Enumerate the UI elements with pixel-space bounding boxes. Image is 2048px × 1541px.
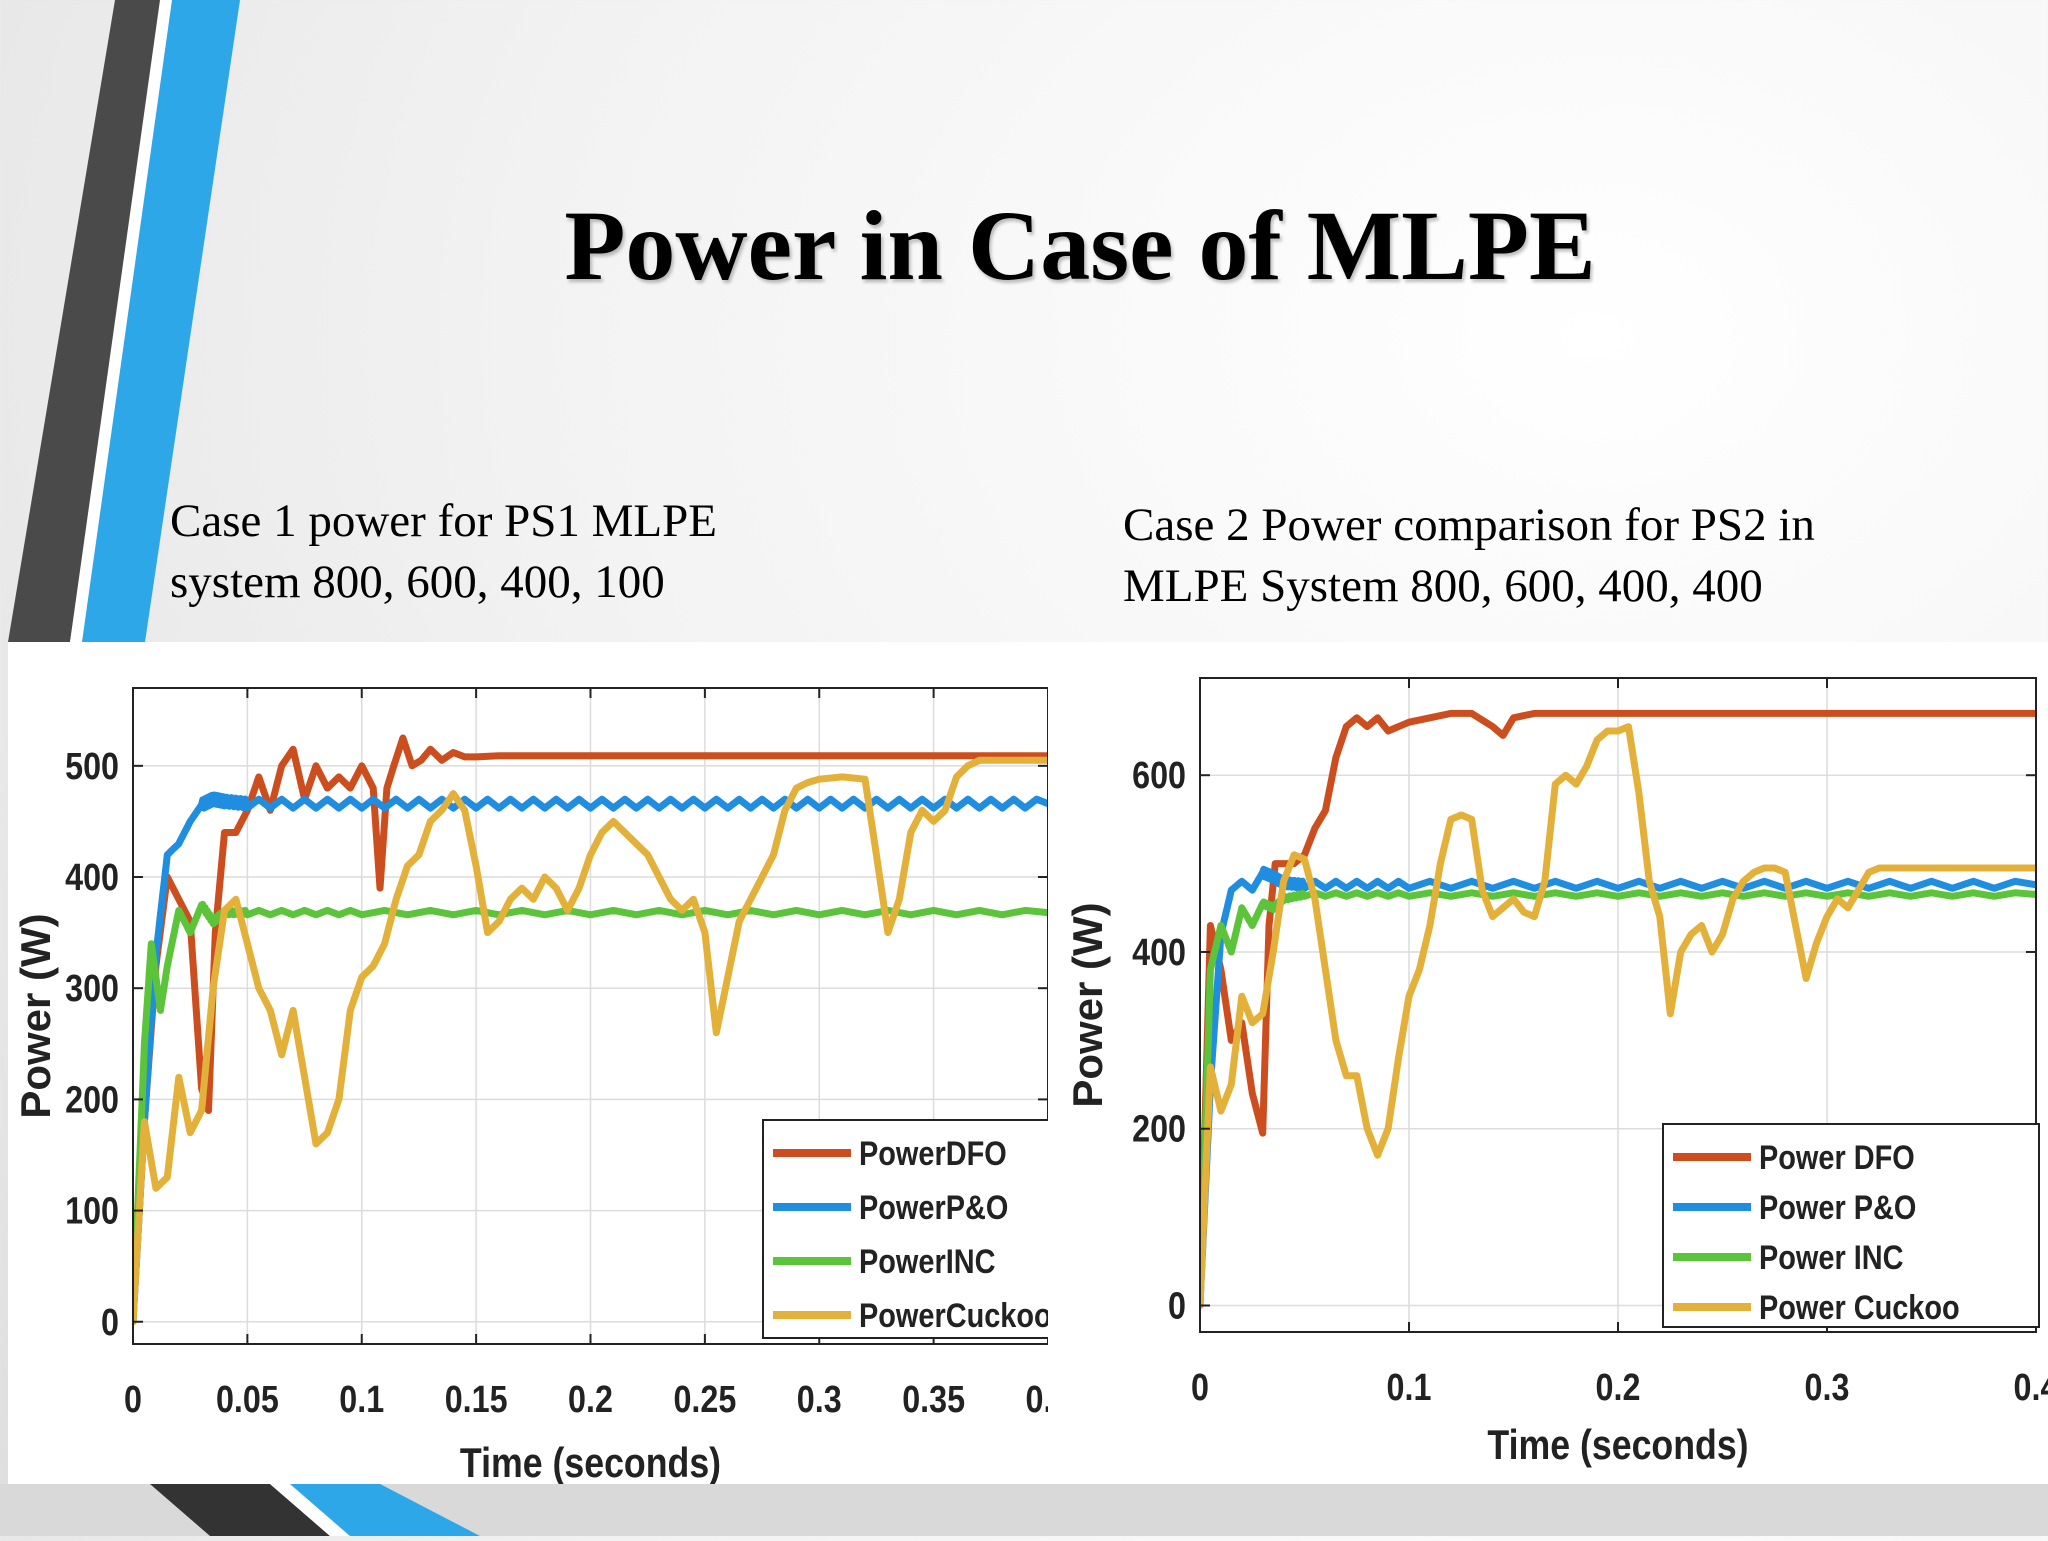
series-line-0 xyxy=(1200,709,2036,1309)
x-tick-label: 0.15 xyxy=(445,1379,508,1421)
series-lines xyxy=(133,734,1048,1326)
legend-label: Power P&O xyxy=(1759,1188,1916,1227)
legend-label: Power INC xyxy=(1759,1238,1903,1277)
caption-case-2-line-2: MLPE System 800, 600, 400, 400 xyxy=(1123,560,1763,612)
y-axis-label: Power (W) xyxy=(1064,902,1111,1107)
series-lines xyxy=(1200,709,2036,1309)
x-tick-label: 0.35 xyxy=(902,1379,965,1421)
x-axis-label: Time (seconds) xyxy=(1487,1422,1748,1468)
x-tick-label: 0.05 xyxy=(216,1379,279,1421)
footer-band xyxy=(0,1484,2048,1536)
footer-white-stripe xyxy=(270,1484,350,1536)
axis-ticks: 0 0.05 0.1 0.15 0.2 0.25 0.3 0.35 0.4 0 100 200 300 4… xyxy=(65,688,1048,1421)
caption-case-2-line-1: Case 2 Power comparison for PS2 in xyxy=(1123,499,1815,551)
chart-case-1: 0 0.05 0.1 0.15 0.2 0.25 0.3 0.35 0.4 0 100 200 300 4… xyxy=(12,687,1048,1484)
blue-stripe xyxy=(78,0,240,642)
y-tick-label: 300 xyxy=(65,968,119,1010)
chart-case-2: 0 0.1 0.2 0.3 0.4 0 200 400 600 Time (seconds) Pow… xyxy=(1064,677,2048,1469)
caption-case-1-line-1: Case 1 power for PS1 MLPE xyxy=(170,495,717,547)
footer-decoration xyxy=(150,1484,480,1536)
y-tick-label: 200 xyxy=(65,1079,119,1121)
caption-case-1: Case 1 power for PS1 MLPE system 800, 60… xyxy=(170,491,717,613)
x-tick-label: 0.3 xyxy=(797,1379,842,1421)
caption-case-2: Case 2 Power comparison for PS2 in MLPE … xyxy=(1123,495,1815,617)
series-line-2 xyxy=(1200,889,2036,1309)
x-tick-label: 0.2 xyxy=(568,1379,613,1421)
caption-case-1-line-2: system 800, 600, 400, 100 xyxy=(170,556,665,608)
y-tick-label: 500 xyxy=(65,745,119,787)
x-tick-label: 0.25 xyxy=(673,1379,736,1421)
y-tick-label: 0 xyxy=(101,1301,119,1343)
dark-stripe xyxy=(8,0,168,642)
series-line-2 xyxy=(133,900,1048,1326)
x-tick-label: 0.2 xyxy=(1596,1367,1641,1409)
y-tick-label: 400 xyxy=(65,857,119,899)
legend-label: Power Cuckoo xyxy=(1759,1288,1960,1327)
y-tick-label: 400 xyxy=(1132,932,1186,974)
x-tick-label: 0.4 xyxy=(1026,1379,1048,1421)
x-tick-label: 0.1 xyxy=(339,1379,384,1421)
slide-title: Power in Case of MLPE xyxy=(564,190,1596,301)
legend-label: PowerDFO xyxy=(859,1134,1007,1173)
series-line-3 xyxy=(1200,723,2036,1309)
y-axis-label: Power (W) xyxy=(12,913,59,1118)
y-tick-label: 0 xyxy=(1168,1285,1186,1327)
legend-label: PowerP&O xyxy=(859,1188,1008,1227)
legend-label: Power DFO xyxy=(1759,1138,1915,1177)
y-tick-label: 100 xyxy=(65,1190,119,1232)
y-tick-label: 600 xyxy=(1132,755,1186,797)
footer-blue-stripe xyxy=(290,1484,480,1536)
series-line-3 xyxy=(133,756,1048,1326)
x-axis-label: Time (seconds) xyxy=(460,1440,721,1484)
legend: PowerDFO PowerP&O PowerINC PowerCuckoo xyxy=(762,1119,1048,1339)
axis-ticks: 0 0.1 0.2 0.3 0.4 0 200 400 600 xyxy=(1132,678,2048,1409)
x-tick-label: 0 xyxy=(1191,1367,1209,1409)
y-tick-label: 200 xyxy=(1132,1108,1186,1150)
x-tick-label: 0 xyxy=(124,1379,142,1421)
x-tick-label: 0.3 xyxy=(1805,1367,1850,1409)
series-line-1 xyxy=(133,791,1048,1326)
legend-label: PowerINC xyxy=(859,1242,995,1281)
x-tick-label: 0.1 xyxy=(1387,1367,1432,1409)
x-tick-label: 0.4 xyxy=(2014,1367,2048,1409)
legend-label: PowerCuckoo xyxy=(859,1296,1048,1335)
white-stripe-gap xyxy=(70,0,172,642)
legend: Power DFO Power P&O Power INC Power Cuckoo xyxy=(1662,1123,2040,1328)
